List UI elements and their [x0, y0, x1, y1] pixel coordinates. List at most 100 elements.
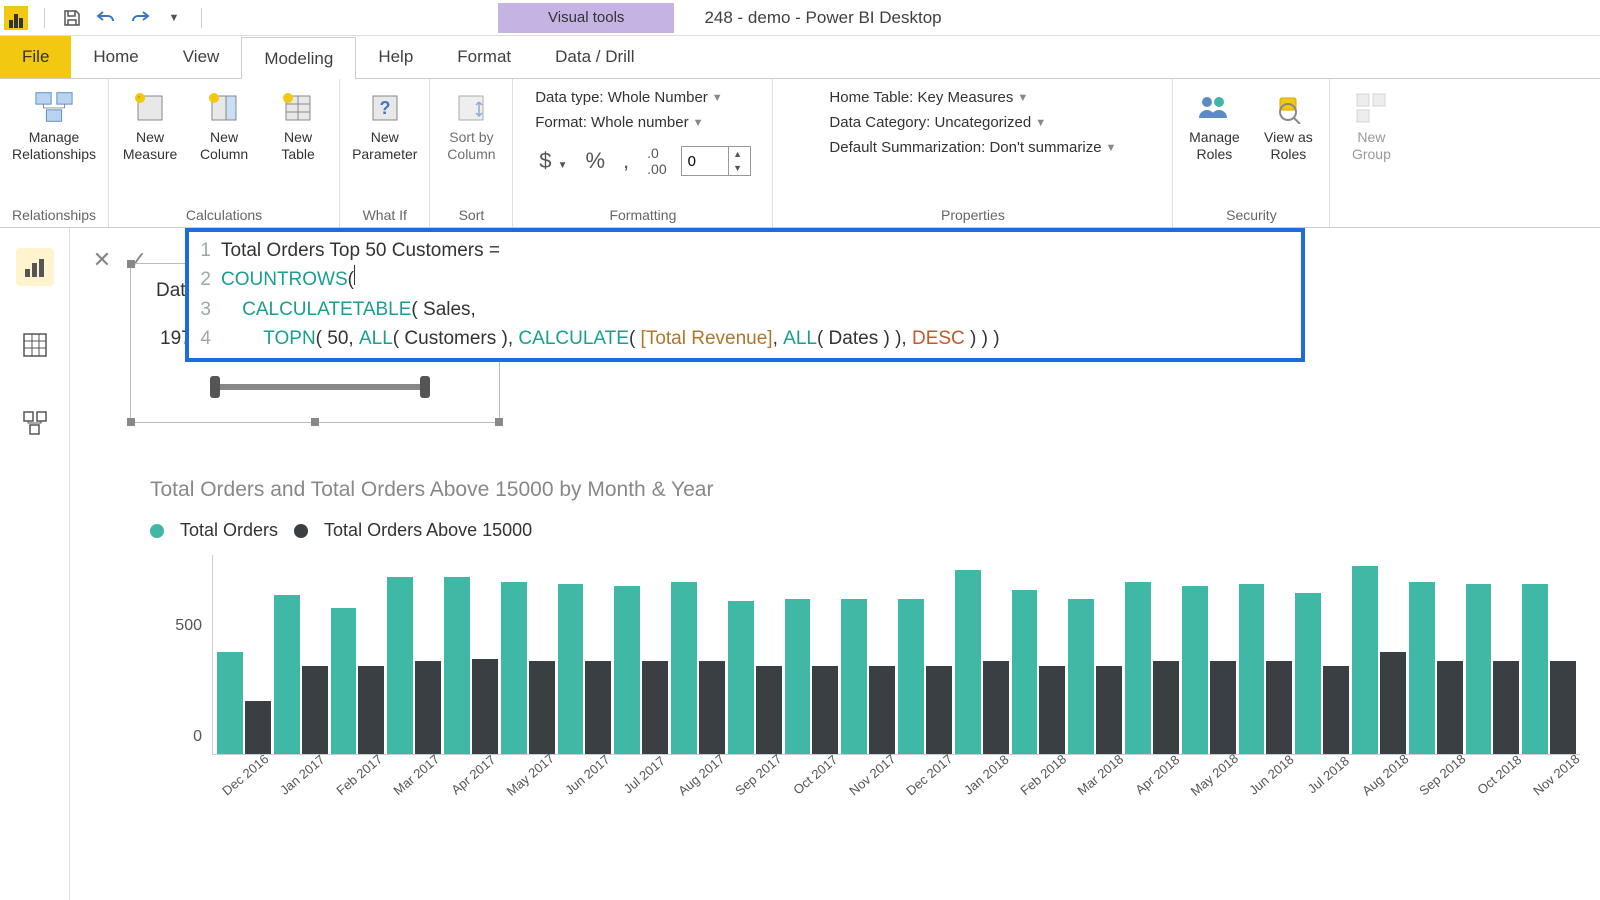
bar-series1[interactable] — [217, 652, 243, 754]
bar-series2[interactable] — [1039, 666, 1065, 754]
bar-series2[interactable] — [1493, 661, 1519, 754]
bar-series1[interactable] — [785, 599, 811, 754]
bar-series2[interactable] — [1437, 661, 1463, 754]
summarization-dropdown[interactable]: Default Summarization: Don't summarize ▼ — [829, 139, 1116, 156]
decimals-spinner[interactable]: ▲▼ — [681, 146, 751, 176]
bar-series1[interactable] — [728, 601, 754, 754]
bar-series2[interactable] — [1323, 666, 1349, 754]
bar-group[interactable] — [331, 555, 385, 754]
bar-series2[interactable] — [812, 666, 838, 754]
bar-series1[interactable] — [1012, 590, 1038, 754]
undo-icon[interactable] — [95, 7, 117, 29]
bar-group[interactable] — [1295, 555, 1349, 754]
bar-group[interactable] — [217, 555, 271, 754]
currency-button[interactable]: $ ▼ — [535, 148, 571, 174]
bar-series2[interactable] — [585, 661, 611, 754]
bar-group[interactable] — [898, 555, 952, 754]
bar-group[interactable] — [1125, 555, 1179, 754]
bar-series2[interactable] — [415, 661, 441, 754]
bar-group[interactable] — [387, 555, 441, 754]
bar-group[interactable] — [841, 555, 895, 754]
bar-series2[interactable] — [245, 701, 271, 754]
manage-roles-button[interactable]: Manage Roles — [1179, 83, 1249, 165]
report-view-icon[interactable] — [16, 248, 54, 286]
bar-group[interactable] — [1182, 555, 1236, 754]
bar-series1[interactable] — [1522, 584, 1548, 754]
bar-series2[interactable] — [1096, 666, 1122, 754]
bar-group[interactable] — [558, 555, 612, 754]
data-type-dropdown[interactable]: Data type: Whole Number ▼ — [535, 89, 750, 106]
bar-series2[interactable] — [1550, 661, 1576, 754]
manage-relationships-button[interactable]: Manage Relationships — [6, 83, 102, 165]
report-canvas[interactable]: ✕ ✓ Date 1974 1Total Orders Top 50 Custo… — [70, 228, 1600, 900]
bar-series1[interactable] — [898, 599, 924, 754]
bar-group[interactable] — [1466, 555, 1520, 754]
bar-group[interactable] — [274, 555, 328, 754]
slider-thumb-right[interactable] — [420, 376, 430, 398]
bar-series1[interactable] — [501, 582, 527, 754]
bar-series1[interactable] — [1239, 584, 1265, 754]
spinner-down[interactable]: ▼ — [729, 161, 747, 175]
bar-group[interactable] — [1068, 555, 1122, 754]
bar-series2[interactable] — [529, 661, 555, 754]
bar-group[interactable] — [1012, 555, 1066, 754]
model-view-icon[interactable] — [16, 404, 54, 442]
new-column-button[interactable]: New Column — [189, 83, 259, 165]
new-group-button[interactable]: New Group — [1336, 83, 1406, 165]
slider-thumb-left[interactable] — [210, 376, 220, 398]
bar-series2[interactable] — [642, 661, 668, 754]
data-category-dropdown[interactable]: Data Category: Uncategorized ▼ — [829, 114, 1116, 131]
bar-series1[interactable] — [387, 577, 413, 754]
bar-series1[interactable] — [1182, 586, 1208, 754]
bar-group[interactable] — [444, 555, 498, 754]
comma-button[interactable]: , — [619, 148, 633, 174]
chart-visual[interactable]: Total Orders and Total Orders Above 1500… — [150, 478, 1580, 815]
help-tab[interactable]: Help — [356, 36, 435, 78]
bar-series2[interactable] — [1266, 661, 1292, 754]
bar-group[interactable] — [1239, 555, 1293, 754]
bar-series1[interactable] — [1295, 593, 1321, 754]
bar-group[interactable] — [1409, 555, 1463, 754]
bar-series2[interactable] — [926, 666, 952, 754]
bar-group[interactable] — [501, 555, 555, 754]
percent-button[interactable]: % — [581, 148, 609, 174]
new-measure-button[interactable]: New Measure — [115, 83, 185, 165]
new-table-button[interactable]: New Table — [263, 83, 333, 165]
bar-group[interactable] — [955, 555, 1009, 754]
bar-series1[interactable] — [614, 586, 640, 754]
bar-series2[interactable] — [1380, 652, 1406, 754]
bar-series1[interactable] — [1068, 599, 1094, 754]
home-tab[interactable]: Home — [71, 36, 160, 78]
visual-tools-context-tab[interactable]: Visual tools — [498, 3, 674, 33]
bar-group[interactable] — [785, 555, 839, 754]
data-view-icon[interactable] — [16, 326, 54, 364]
save-icon[interactable] — [61, 7, 83, 29]
bar-group[interactable] — [614, 555, 668, 754]
bar-series1[interactable] — [274, 595, 300, 754]
customize-qat-icon[interactable]: ▼ — [163, 7, 185, 29]
bar-series2[interactable] — [358, 666, 384, 754]
bar-series2[interactable] — [983, 661, 1009, 754]
bar-series2[interactable] — [1153, 661, 1179, 754]
bar-series1[interactable] — [558, 584, 584, 754]
bar-series1[interactable] — [1466, 584, 1492, 754]
bar-series2[interactable] — [756, 666, 782, 754]
new-parameter-button[interactable]: ? New Parameter — [346, 83, 423, 165]
bar-series1[interactable] — [1409, 582, 1435, 754]
cancel-formula-icon[interactable]: ✕ — [84, 242, 120, 278]
format-dropdown[interactable]: Format: Whole number ▼ — [535, 114, 750, 131]
bar-group[interactable] — [1352, 555, 1406, 754]
bar-series2[interactable] — [302, 666, 328, 754]
spinner-up[interactable]: ▲ — [729, 147, 747, 161]
slicer-slider[interactable] — [210, 384, 430, 390]
bar-group[interactable] — [728, 555, 782, 754]
sort-by-column-button[interactable]: Sort by Column — [436, 83, 506, 165]
view-as-roles-button[interactable]: View as Roles — [1253, 83, 1323, 165]
bar-series2[interactable] — [699, 661, 725, 754]
bar-series1[interactable] — [1352, 566, 1378, 754]
formula-editor[interactable]: 1Total Orders Top 50 Customers = 2COUNTR… — [185, 228, 1305, 362]
bar-series2[interactable] — [869, 666, 895, 754]
bar-series2[interactable] — [1210, 661, 1236, 754]
bar-series1[interactable] — [841, 599, 867, 754]
file-tab[interactable]: File — [0, 36, 71, 78]
